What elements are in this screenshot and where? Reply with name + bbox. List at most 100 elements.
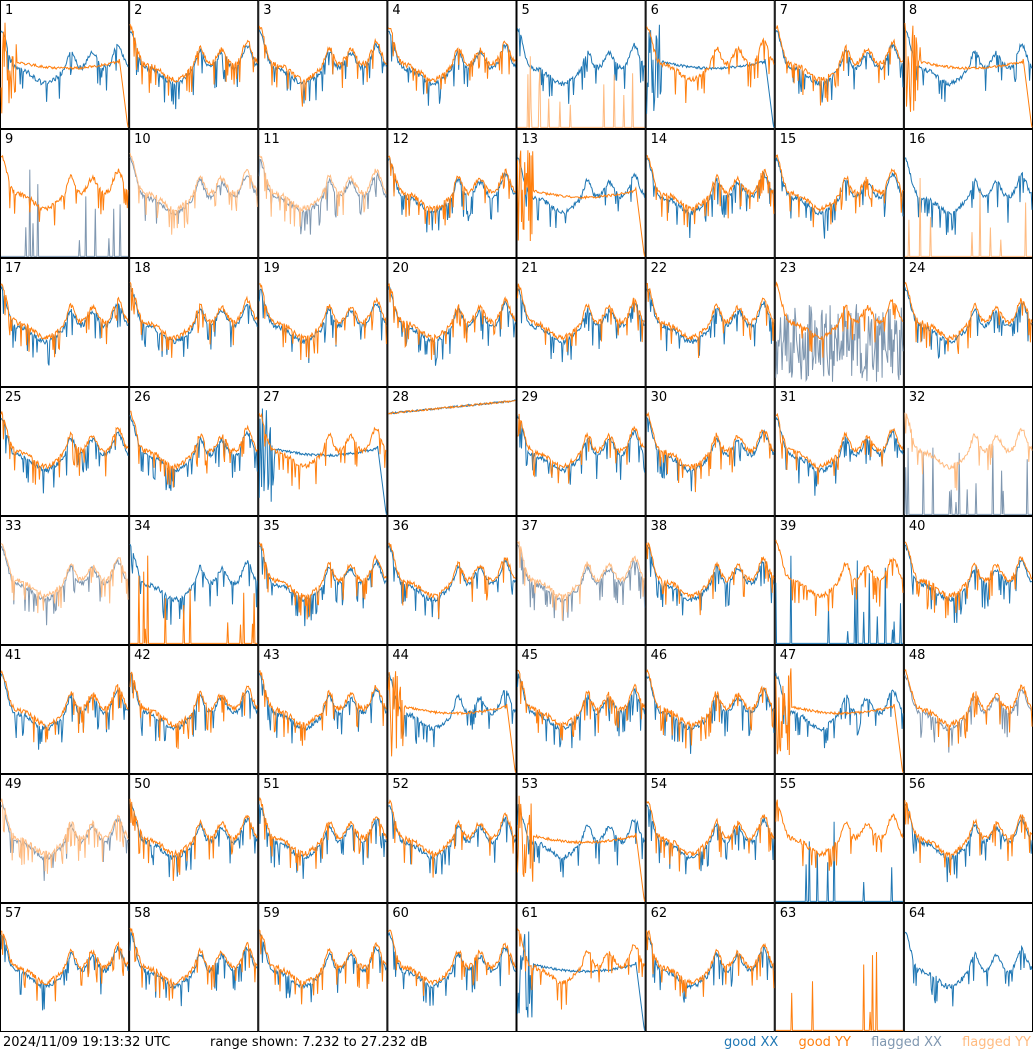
trace-yy-good — [258, 412, 387, 490]
panel-frame — [774, 516, 904, 645]
panel-22: 22 — [645, 258, 775, 387]
panel-35: 35 — [258, 516, 388, 645]
panel-frame — [645, 129, 775, 258]
legend-good-xx: good XX — [723, 1035, 779, 1050]
panel-frame — [516, 129, 646, 258]
legend: good XX good YY flagged XX flagged YY — [708, 1035, 1031, 1051]
trace-yy-good — [904, 668, 1033, 748]
panel-label: 19 — [263, 261, 280, 276]
trace-yy-good — [517, 669, 646, 741]
panel-49: 49 — [0, 774, 130, 903]
panel-33: 33 — [0, 516, 130, 645]
panel-frame — [774, 0, 904, 129]
panel-frame — [129, 516, 259, 645]
panel-61: 61 — [516, 903, 646, 1032]
panel-label: 54 — [651, 777, 668, 792]
panel-label: 5 — [522, 3, 530, 18]
panel-frame — [129, 903, 259, 1032]
panel-4: 4 — [387, 0, 517, 129]
trace-xx-good — [129, 802, 258, 878]
panel-label: 60 — [392, 906, 409, 921]
panel-label: 14 — [651, 132, 668, 147]
trace-yy-good — [775, 281, 904, 358]
panel-label: 53 — [522, 777, 539, 792]
trace-xx-flagged — [129, 156, 258, 224]
trace-yy-good — [646, 26, 775, 104]
panel-label: 43 — [263, 648, 280, 663]
panel-frame — [129, 774, 259, 903]
trace-xx-good — [258, 288, 387, 364]
trace-xx-good — [904, 157, 1033, 235]
panel-label: 52 — [392, 777, 409, 792]
trace-yy-good — [517, 795, 646, 902]
trace-xx-good — [517, 286, 645, 363]
trace-xx-good — [129, 544, 258, 625]
legend-good-yy: good YY — [798, 1035, 851, 1050]
panel-frame — [258, 0, 388, 129]
panel-frame — [774, 387, 904, 516]
panel-frame — [0, 129, 130, 258]
trace-yy-good — [129, 798, 258, 882]
trace-yy-good — [775, 539, 904, 617]
panel-label: 63 — [780, 906, 797, 921]
panel-frame — [129, 258, 259, 387]
panel-17: 17 — [0, 258, 130, 387]
panel-63: 63 — [774, 903, 904, 1032]
panel-54: 54 — [645, 774, 775, 903]
trace-xx-flagged — [0, 802, 129, 881]
panel-1: 1 — [0, 0, 130, 129]
trace-yy-good — [130, 555, 258, 644]
panel-3: 3 — [258, 0, 388, 129]
panel-label: 22 — [651, 261, 668, 276]
panel-28: 28 — [387, 387, 517, 516]
panel-37: 37 — [516, 516, 646, 645]
trace-xx-good — [904, 544, 1033, 623]
panel-label: 40 — [909, 519, 926, 534]
panel-label: 31 — [780, 390, 797, 405]
trace-yy-good — [904, 541, 1033, 619]
trace-yy-good — [258, 796, 387, 871]
trace-yy-flagged — [517, 540, 646, 621]
panel-label: 4 — [392, 3, 400, 18]
panel-label: 6 — [651, 3, 659, 18]
panel-12: 12 — [387, 129, 517, 258]
trace-xx-good — [129, 31, 258, 110]
trace-xx-good — [646, 544, 775, 616]
panel-frame — [516, 0, 646, 129]
trace-xx-flagged — [258, 158, 387, 235]
panel-label: 26 — [134, 390, 151, 405]
trace-xx-good — [0, 934, 129, 1011]
trace-yy-good — [0, 930, 129, 1002]
panel-frame — [0, 258, 130, 387]
panel-label: 18 — [134, 261, 151, 276]
panel-frame — [258, 774, 388, 903]
trace-xx-good — [387, 284, 516, 366]
panel-frame — [516, 774, 646, 903]
trace-yy-good — [646, 541, 775, 616]
trace-yy-good — [129, 671, 258, 749]
trace-yy-good — [517, 283, 645, 352]
panel-10: 10 — [129, 129, 259, 258]
panel-label: 17 — [5, 261, 22, 276]
panel-41: 41 — [0, 645, 130, 774]
trace-xx-good — [775, 416, 904, 496]
trace-xx-good — [517, 804, 646, 878]
trace-xx-good — [388, 30, 516, 106]
panel-frame — [516, 903, 646, 1032]
trace-xx-good — [129, 285, 258, 357]
trace-yy-good — [387, 27, 516, 94]
trace-yy-flagged — [0, 543, 129, 614]
panel-30: 30 — [645, 387, 775, 516]
trace-yy-flagged — [904, 412, 1033, 491]
panel-label: 33 — [5, 519, 22, 534]
panel-label: 13 — [522, 132, 539, 147]
panel-label: 32 — [909, 390, 926, 405]
panel-frame — [516, 387, 646, 516]
panel-44: 44 — [387, 645, 517, 774]
trace-xx-good — [904, 802, 1033, 883]
panel-frame — [645, 387, 775, 516]
range-label: range shown: 7.232 to 27.232 dB — [210, 1035, 428, 1050]
panel-frame — [129, 645, 259, 774]
panel-frame — [387, 516, 517, 645]
panel-frame — [645, 903, 775, 1032]
